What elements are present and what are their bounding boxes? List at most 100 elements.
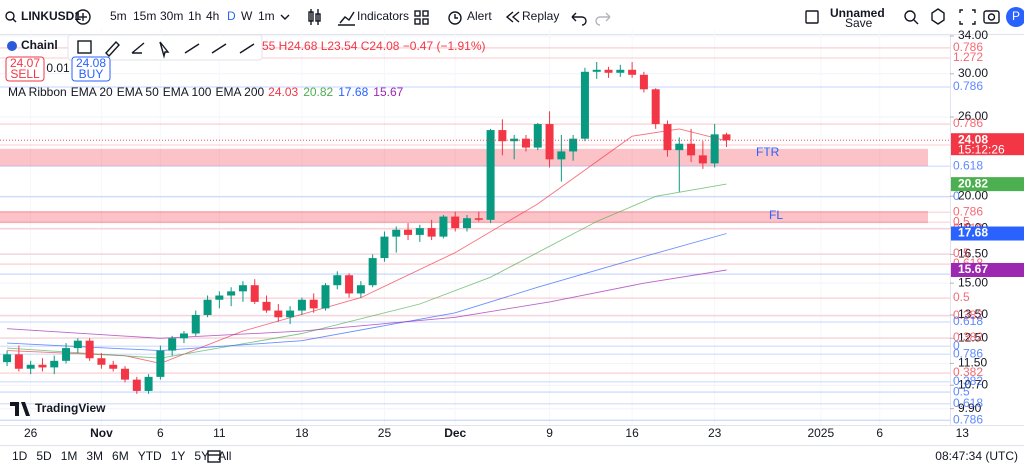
chart-type-icon[interactable] bbox=[308, 9, 321, 25]
range-button[interactable]: 1Y bbox=[171, 449, 186, 463]
sell-button[interactable] bbox=[5, 56, 45, 82]
candle-body bbox=[486, 130, 495, 220]
interval-menu[interactable] bbox=[280, 14, 290, 20]
indicator-param: EMA 50 bbox=[117, 85, 159, 99]
interval-button[interactable]: 5m bbox=[110, 9, 127, 23]
candle-body bbox=[392, 229, 401, 237]
candle-body bbox=[616, 69, 625, 73]
fib-level-label: 0 bbox=[953, 338, 960, 352]
redo[interactable] bbox=[595, 12, 611, 26]
symbol[interactable]: LINKUSD1 bbox=[21, 9, 81, 23]
candle-body bbox=[191, 315, 200, 334]
alert-icon[interactable] bbox=[448, 11, 462, 25]
indicator-value: 24.03 bbox=[268, 85, 298, 99]
candle-body bbox=[545, 124, 554, 160]
candle-body bbox=[321, 285, 330, 309]
x-tick-label: 2025 bbox=[807, 426, 834, 440]
candle-body bbox=[38, 364, 47, 368]
candle-body bbox=[427, 228, 436, 237]
x-tick-label: 11 bbox=[213, 426, 226, 440]
replay-button[interactable]: Replay bbox=[522, 9, 559, 23]
candle-body bbox=[463, 218, 472, 229]
search-icon[interactable] bbox=[5, 11, 17, 23]
buy-label: BUY bbox=[79, 67, 104, 81]
avatar[interactable] bbox=[1006, 7, 1024, 27]
fullscreen-icon[interactable] bbox=[959, 9, 976, 25]
indicators-icon[interactable] bbox=[338, 11, 355, 26]
compare-icon[interactable] bbox=[75, 9, 91, 25]
avatar-letter: P bbox=[1012, 9, 1020, 23]
range-button[interactable]: YTD bbox=[138, 449, 162, 463]
interval-button[interactable]: W bbox=[241, 9, 253, 23]
y-tick-label: 34.00 bbox=[958, 28, 988, 42]
range-button[interactable]: 1M bbox=[61, 449, 78, 463]
interval-button[interactable]: 4h bbox=[206, 9, 219, 23]
bottom-bar: 1D 5D 1M 3M 6M YTD 1Y 5Y All bbox=[12, 449, 231, 463]
interval-button[interactable]: 1h bbox=[188, 9, 201, 23]
indicator-param: EMA 100 bbox=[163, 85, 212, 99]
interval-button[interactable]: D bbox=[227, 9, 236, 23]
quick-search-icon[interactable] bbox=[904, 10, 919, 25]
candle-body bbox=[215, 295, 224, 300]
candle-body bbox=[569, 138, 578, 152]
x-tick-label: 6 bbox=[157, 426, 164, 440]
x-tick-label: 25 bbox=[378, 426, 392, 440]
calendar-icon[interactable] bbox=[207, 450, 221, 463]
candle-body bbox=[580, 71, 589, 139]
range-button[interactable]: 3M bbox=[86, 449, 103, 463]
replay-icon[interactable] bbox=[505, 11, 520, 23]
fib-level-label: 0.382 bbox=[953, 374, 983, 388]
interval-button[interactable]: 1m bbox=[258, 9, 275, 23]
candle-body bbox=[404, 229, 413, 235]
range-button[interactable]: 1D bbox=[12, 449, 28, 463]
drawing-tools[interactable] bbox=[77, 40, 255, 59]
zone bbox=[0, 148, 928, 167]
candle-body bbox=[274, 310, 283, 318]
settings-icon[interactable] bbox=[931, 8, 945, 25]
fib-level-label: 0.786 bbox=[953, 116, 983, 130]
alert-button[interactable]: Alert bbox=[467, 9, 492, 23]
candle-body bbox=[309, 299, 318, 309]
y-tick-label: 26.00 bbox=[958, 109, 988, 123]
candle-body bbox=[663, 124, 672, 151]
interval-button[interactable]: 30m bbox=[160, 9, 183, 23]
candle-body bbox=[557, 151, 566, 160]
candle-body bbox=[144, 376, 153, 391]
candle-body bbox=[132, 379, 141, 391]
range-button[interactable]: 5D bbox=[36, 449, 52, 463]
range-button[interactable]: 5Y bbox=[194, 449, 209, 463]
candle-body bbox=[722, 134, 731, 141]
candle-body bbox=[14, 354, 23, 369]
y-tick-label: 13.50 bbox=[958, 307, 988, 321]
x-tick-label: 26 bbox=[24, 426, 38, 440]
candle-body bbox=[698, 155, 707, 164]
fib-level-label: 0.5 bbox=[953, 246, 970, 260]
interval-button[interactable]: 15m bbox=[133, 9, 156, 23]
fib-level-label: 0.786 bbox=[953, 79, 983, 93]
fib-level-label: 0.5 bbox=[953, 384, 970, 398]
countdown: 15:12:26 bbox=[958, 142, 1005, 156]
candle-body bbox=[297, 299, 306, 311]
buy-button[interactable] bbox=[71, 56, 111, 82]
candle-body bbox=[262, 301, 271, 311]
x-tick-label: Dec bbox=[444, 426, 466, 440]
candle-body bbox=[250, 285, 259, 302]
y-tick-label: 12.50 bbox=[958, 330, 988, 344]
fib-level-label: 0.786 bbox=[953, 346, 983, 360]
range-button[interactable]: All bbox=[218, 449, 231, 463]
spread: 0.01 bbox=[46, 61, 70, 75]
indicators-button[interactable]: Indicators bbox=[357, 9, 409, 23]
layout-name[interactable]: Unnamed bbox=[830, 6, 885, 20]
layout-icon[interactable] bbox=[805, 10, 819, 24]
fib-level-label: 0.382 bbox=[953, 330, 983, 344]
ema-price-tag-label: 20.82 bbox=[958, 176, 988, 190]
watermark-logo bbox=[10, 402, 30, 416]
y-tick-label: 11.50 bbox=[958, 356, 987, 370]
undo[interactable] bbox=[571, 12, 587, 26]
snapshot-icon[interactable] bbox=[983, 10, 1000, 24]
y-tick-label: 15.00 bbox=[958, 275, 988, 289]
range-button[interactable]: 6M bbox=[112, 449, 129, 463]
candle-body bbox=[474, 218, 483, 220]
candle-body bbox=[26, 364, 35, 369]
layouts-icon[interactable] bbox=[414, 10, 429, 25]
